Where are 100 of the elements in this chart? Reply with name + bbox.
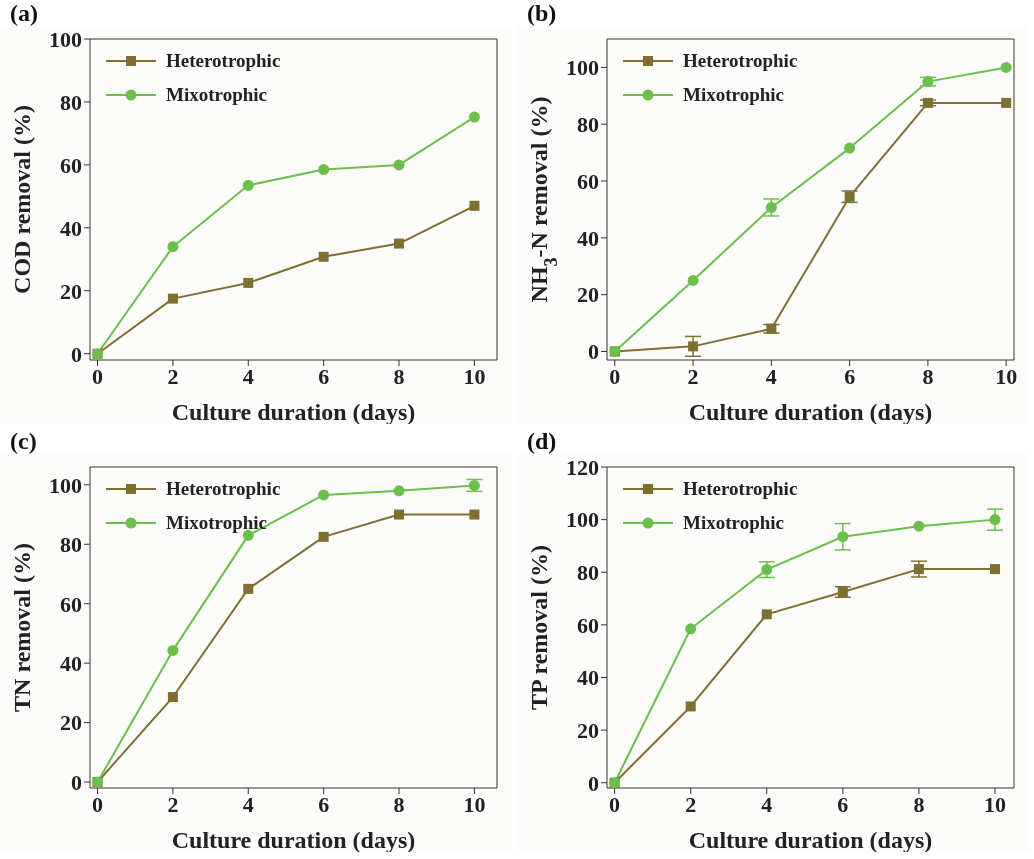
point <box>242 179 254 191</box>
point <box>685 701 696 712</box>
x-tick-label: 0 <box>609 363 621 389</box>
y-tick-label: 0 <box>588 770 599 796</box>
x-tick-label: 0 <box>92 363 104 389</box>
point <box>761 564 773 576</box>
point <box>685 623 697 635</box>
point <box>989 564 1000 575</box>
point <box>318 251 329 262</box>
x-tick-label: 8 <box>913 791 925 817</box>
x-tick-label: 6 <box>318 791 330 817</box>
y-tick-label: 0 <box>71 769 82 795</box>
x-tick-label: 6 <box>837 791 849 817</box>
point <box>167 692 178 703</box>
legend-label: Mixotrophic <box>166 511 267 535</box>
point <box>394 509 405 520</box>
legend-label: Heterotrophic <box>683 49 798 73</box>
chart-title: (a) <box>9 0 39 26</box>
x-tick-label: 10 <box>463 363 486 389</box>
point <box>922 97 933 108</box>
point <box>1000 61 1012 73</box>
point <box>913 564 924 575</box>
x-tick-label: 2 <box>687 363 699 389</box>
x-tick-label: 4 <box>242 363 254 389</box>
y-tick-label: 0 <box>71 341 82 367</box>
x-tick-label: 4 <box>242 791 254 817</box>
x-tick-label: 10 <box>983 791 1006 817</box>
x-tick-label: 4 <box>761 791 773 817</box>
point <box>765 201 777 213</box>
point <box>318 531 329 542</box>
legend-label: Mixotrophic <box>683 83 784 107</box>
legend-label: Heterotrophic <box>166 49 281 73</box>
chart-title: (d) <box>526 428 558 454</box>
point <box>761 609 772 620</box>
y-tick-label: 80 <box>577 112 599 138</box>
point <box>468 111 480 123</box>
point <box>468 479 480 491</box>
point <box>469 509 480 520</box>
point <box>989 514 1001 526</box>
point <box>393 159 405 171</box>
y-tick-label: 120 <box>566 454 599 480</box>
y-tick-label: 20 <box>60 278 82 304</box>
point <box>844 191 855 202</box>
x-tick-label: 10 <box>463 791 486 817</box>
y-tick-label: 60 <box>577 168 599 194</box>
x-tick-label: 6 <box>318 363 330 389</box>
x-tick-label: 4 <box>765 363 777 389</box>
point <box>167 293 178 304</box>
y-tick-label: 40 <box>577 225 599 251</box>
y-axis-title: TN removal (%) <box>9 543 35 712</box>
point <box>167 644 179 656</box>
y-axis-title: COD removal (%) <box>9 105 35 294</box>
point <box>318 164 330 176</box>
y-tick-label: 80 <box>577 560 599 586</box>
y-tick-label: 40 <box>60 650 82 676</box>
x-tick-label: 8 <box>922 363 934 389</box>
point <box>844 142 856 154</box>
point <box>766 323 777 334</box>
x-tick-label: 0 <box>609 791 621 817</box>
y-tick-label: 60 <box>60 591 82 617</box>
y-tick-label: 40 <box>577 665 599 691</box>
y-tick-label: 60 <box>577 612 599 638</box>
y-tick-label: 100 <box>566 55 599 81</box>
point <box>469 200 480 211</box>
y-tick-label: 80 <box>60 89 82 115</box>
y-tick-label: 100 <box>49 26 82 52</box>
x-tick-label: 2 <box>685 791 697 817</box>
y-tick-label: 0 <box>588 339 599 365</box>
point <box>318 489 330 501</box>
x-tick-label: 8 <box>393 363 405 389</box>
legend-label: Heterotrophic <box>683 477 798 501</box>
y-tick-label: 60 <box>60 152 82 178</box>
y-tick-label: 40 <box>60 215 82 241</box>
x-tick-label: 6 <box>844 363 856 389</box>
point <box>837 586 848 597</box>
point <box>913 520 925 532</box>
point <box>393 485 405 497</box>
point <box>688 341 699 352</box>
point <box>243 277 254 288</box>
y-tick-label: 20 <box>577 282 599 308</box>
point <box>394 238 405 249</box>
x-tick-label: 2 <box>167 363 179 389</box>
point <box>243 583 254 594</box>
chart-title: (b) <box>526 0 558 26</box>
y-tick-label: 100 <box>566 507 599 533</box>
x-tick-label: 8 <box>393 791 405 817</box>
point <box>167 241 179 253</box>
legend-label: Heterotrophic <box>166 477 281 501</box>
point <box>1001 97 1012 108</box>
y-tick-label: 100 <box>49 472 82 498</box>
legend-label: Mixotrophic <box>166 83 267 107</box>
y-tick-label: 20 <box>577 717 599 743</box>
y-tick-label: 80 <box>60 532 82 558</box>
x-tick-label: 2 <box>167 791 179 817</box>
chart-title: (c) <box>9 428 38 454</box>
y-axis-title: TP removal (%) <box>526 545 552 710</box>
x-tick-label: 10 <box>995 363 1018 389</box>
legend-label: Mixotrophic <box>683 511 784 535</box>
y-tick-label: 20 <box>60 710 82 736</box>
point <box>687 274 699 286</box>
